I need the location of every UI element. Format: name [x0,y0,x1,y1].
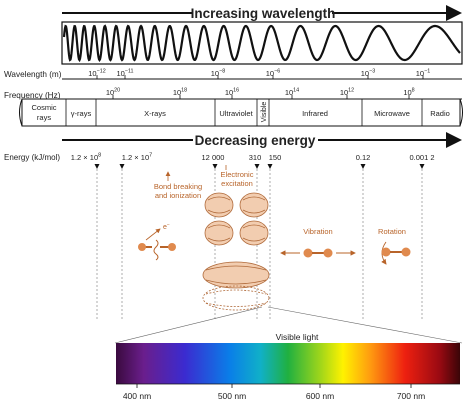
region-bar: Cosmic rays γ-rays X-rays Ultraviolet Vi… [19,98,463,127]
energy-tick-arrow-3 [254,164,260,169]
region-visible: Visible [261,102,268,123]
wavelength-tick-label-4: 10−3 [361,69,376,79]
energy-label: Energy (kJ/mol) [4,153,60,162]
region-microwave: Microwave [374,109,410,118]
svg-text:and ionization: and ionization [155,191,201,200]
frequency-tick-label-1: 1018 [173,88,187,98]
electron-symbol: e− [163,222,170,231]
region-x-rays: X-rays [144,109,166,118]
wavelength-tick-label-0: 10−12 [88,69,106,79]
wavelength-tick-label-3: 10−6 [266,69,281,79]
energy-tick-arrow-2 [212,164,218,169]
electronic-excitation-annotation: Electronic excitation [202,165,270,311]
wavelength-tick-label-2: 10−8 [211,69,226,79]
frequency-tick-label-2: 1016 [225,88,239,98]
energy-tick-arrow-5 [360,164,366,169]
decreasing-energy-arrow: Decreasing energy [62,132,462,148]
energy-ticks: 1.2 × 108 1.2 × 107 12 000 310 150 0.12 0.001 … [71,153,435,320]
energy-tick-arrow-6 [419,164,425,169]
region-cosmic-rays: Cosmic [31,103,56,112]
wavelength-tick-label-5: 10−1 [416,69,431,79]
increasing-wavelength-label: Increasing wavelength [191,6,336,21]
svg-text:excitation: excitation [221,179,253,188]
electronic-label: Electronic [221,170,254,179]
vibration-label: Vibration [303,227,332,236]
visible-tick-label-1: 500 nm [218,391,246,401]
frequency-tick-label-5: 108 [403,88,414,98]
region-infrared: Infrared [302,109,328,118]
frequency-tick-label-4: 1012 [340,88,354,98]
frequency-ticks: 1020 1018 1016 1014 1012 108 [106,88,415,99]
ionization-molecule-icon: e− [138,222,176,261]
visible-zoom-lines [114,306,463,344]
vibration-molecule-icon [280,248,356,258]
ionization-label: and ionization [155,191,201,200]
energy-tick-arrow-1 [119,164,125,169]
wavelength-ticks: 10−12 10−11 10−8 10−6 10−3 10−1 [88,69,431,79]
visible-light-title: Visible light [276,332,319,342]
frequency-tick-label-0: 1020 [106,88,120,98]
bond-breaking-label: Bond breaking [154,182,202,191]
decreasing-energy-label: Decreasing energy [195,133,316,148]
energy-tick-label-4: 150 [269,153,282,162]
energy-tick-label-6: 0.001 2 [409,153,434,162]
visible-spectrum-bar [116,343,460,384]
vibration-annotation: Vibration [280,227,356,258]
energy-tick-arrow-4 [267,164,273,169]
frequency-tick-label-3: 1014 [285,88,299,98]
rotation-molecule-icon [381,241,411,265]
svg-text:Electronic: Electronic [221,170,254,179]
rotation-label: Rotation [378,227,406,236]
energy-tick-label-1: 1.2 × 107 [122,153,152,163]
rotation-annotation: Rotation [378,227,411,265]
electron-orbitals-icon [202,192,270,311]
frequency-label: Frequency (Hz) [4,91,61,100]
visible-tick-label-2: 600 nm [306,391,334,401]
region-ultraviolet: Ultraviolet [219,109,253,118]
energy-tick-arrow-0 [94,164,100,169]
visible-light-ticks: 400 nm 500 nm 600 nm 700 nm [123,384,425,401]
visible-tick-label-3: 700 nm [397,391,425,401]
increasing-wavelength-arrow: Increasing wavelength [62,5,462,21]
wave-line [62,24,461,63]
energy-tick-label-2: 12 000 [202,153,225,162]
region-radio: Radio [430,109,450,118]
region-cosmic-rays-line2: rays [37,113,51,122]
svg-text:Bond breaking: Bond breaking [154,182,202,191]
wavelength-label: Wavelength (m) [4,70,62,79]
bond-breaking-annotation: Bond breaking and ionization e− [138,171,202,261]
wavelength-tick-label-1: 10−11 [116,69,133,79]
energy-tick-label-0: 1.2 × 108 [71,153,101,163]
excitation-label: excitation [221,179,253,188]
region-gamma-rays: γ-rays [71,109,92,118]
visible-tick-label-0: 400 nm [123,391,151,401]
energy-tick-label-5: 0.12 [356,153,371,162]
energy-tick-label-3: 310 [249,153,262,162]
